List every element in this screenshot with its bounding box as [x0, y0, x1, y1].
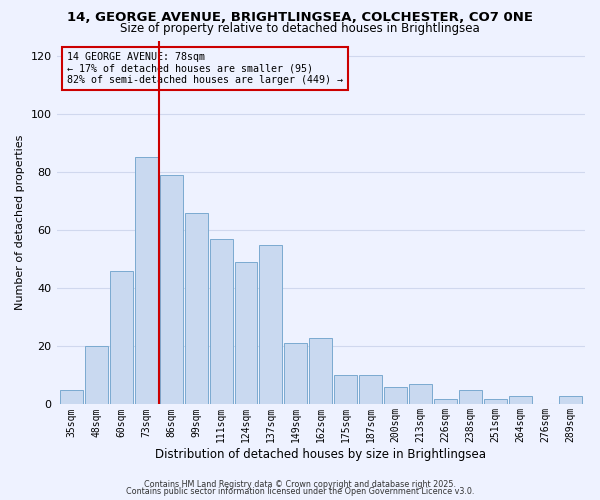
Text: 14 GEORGE AVENUE: 78sqm
← 17% of detached houses are smaller (95)
82% of semi-de: 14 GEORGE AVENUE: 78sqm ← 17% of detache…: [67, 52, 343, 85]
Bar: [310, 338, 332, 404]
Bar: [185, 212, 208, 404]
Bar: [384, 387, 407, 404]
Y-axis label: Number of detached properties: Number of detached properties: [15, 135, 25, 310]
Bar: [484, 398, 507, 404]
Bar: [509, 396, 532, 404]
Bar: [160, 174, 182, 404]
Bar: [60, 390, 83, 404]
Bar: [110, 270, 133, 404]
Bar: [459, 390, 482, 404]
Text: 14, GEORGE AVENUE, BRIGHTLINGSEA, COLCHESTER, CO7 0NE: 14, GEORGE AVENUE, BRIGHTLINGSEA, COLCHE…: [67, 11, 533, 24]
Text: Contains HM Land Registry data © Crown copyright and database right 2025.: Contains HM Land Registry data © Crown c…: [144, 480, 456, 489]
Bar: [359, 376, 382, 404]
X-axis label: Distribution of detached houses by size in Brightlingsea: Distribution of detached houses by size …: [155, 448, 486, 461]
Bar: [434, 398, 457, 404]
Bar: [135, 158, 158, 404]
Bar: [209, 238, 233, 404]
Text: Size of property relative to detached houses in Brightlingsea: Size of property relative to detached ho…: [120, 22, 480, 35]
Bar: [259, 244, 283, 404]
Bar: [559, 396, 581, 404]
Bar: [85, 346, 108, 405]
Bar: [235, 262, 257, 404]
Bar: [334, 376, 357, 404]
Bar: [409, 384, 432, 404]
Bar: [284, 344, 307, 404]
Text: Contains public sector information licensed under the Open Government Licence v3: Contains public sector information licen…: [126, 487, 474, 496]
